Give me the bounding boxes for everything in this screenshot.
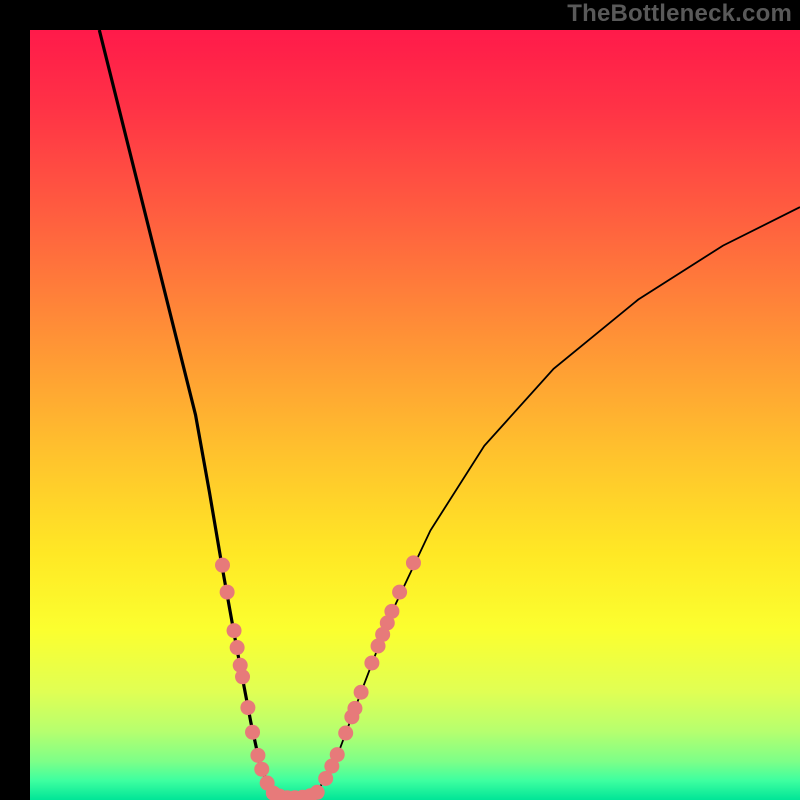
marker-dot — [347, 701, 362, 716]
watermark-text: TheBottleneck.com — [567, 0, 792, 28]
marker-dot — [392, 585, 407, 600]
marker-dot — [230, 640, 245, 655]
marker-dot — [220, 585, 235, 600]
marker-dot — [354, 685, 369, 700]
marker-dot — [406, 555, 421, 570]
marker-dot — [240, 700, 255, 715]
marker-dot — [245, 725, 260, 740]
marker-dot — [254, 762, 269, 777]
plot-area — [30, 30, 800, 800]
marker-dot — [330, 747, 345, 762]
marker-dot — [364, 655, 379, 670]
marker-dot — [338, 726, 353, 741]
marker-dot — [250, 748, 265, 763]
gradient-background — [30, 30, 800, 800]
marker-dot — [384, 604, 399, 619]
marker-dot — [227, 623, 242, 638]
marker-dot — [235, 669, 250, 684]
marker-dot — [215, 558, 230, 573]
marker-dot — [310, 785, 325, 800]
chart-canvas: TheBottleneck.com — [0, 0, 800, 800]
